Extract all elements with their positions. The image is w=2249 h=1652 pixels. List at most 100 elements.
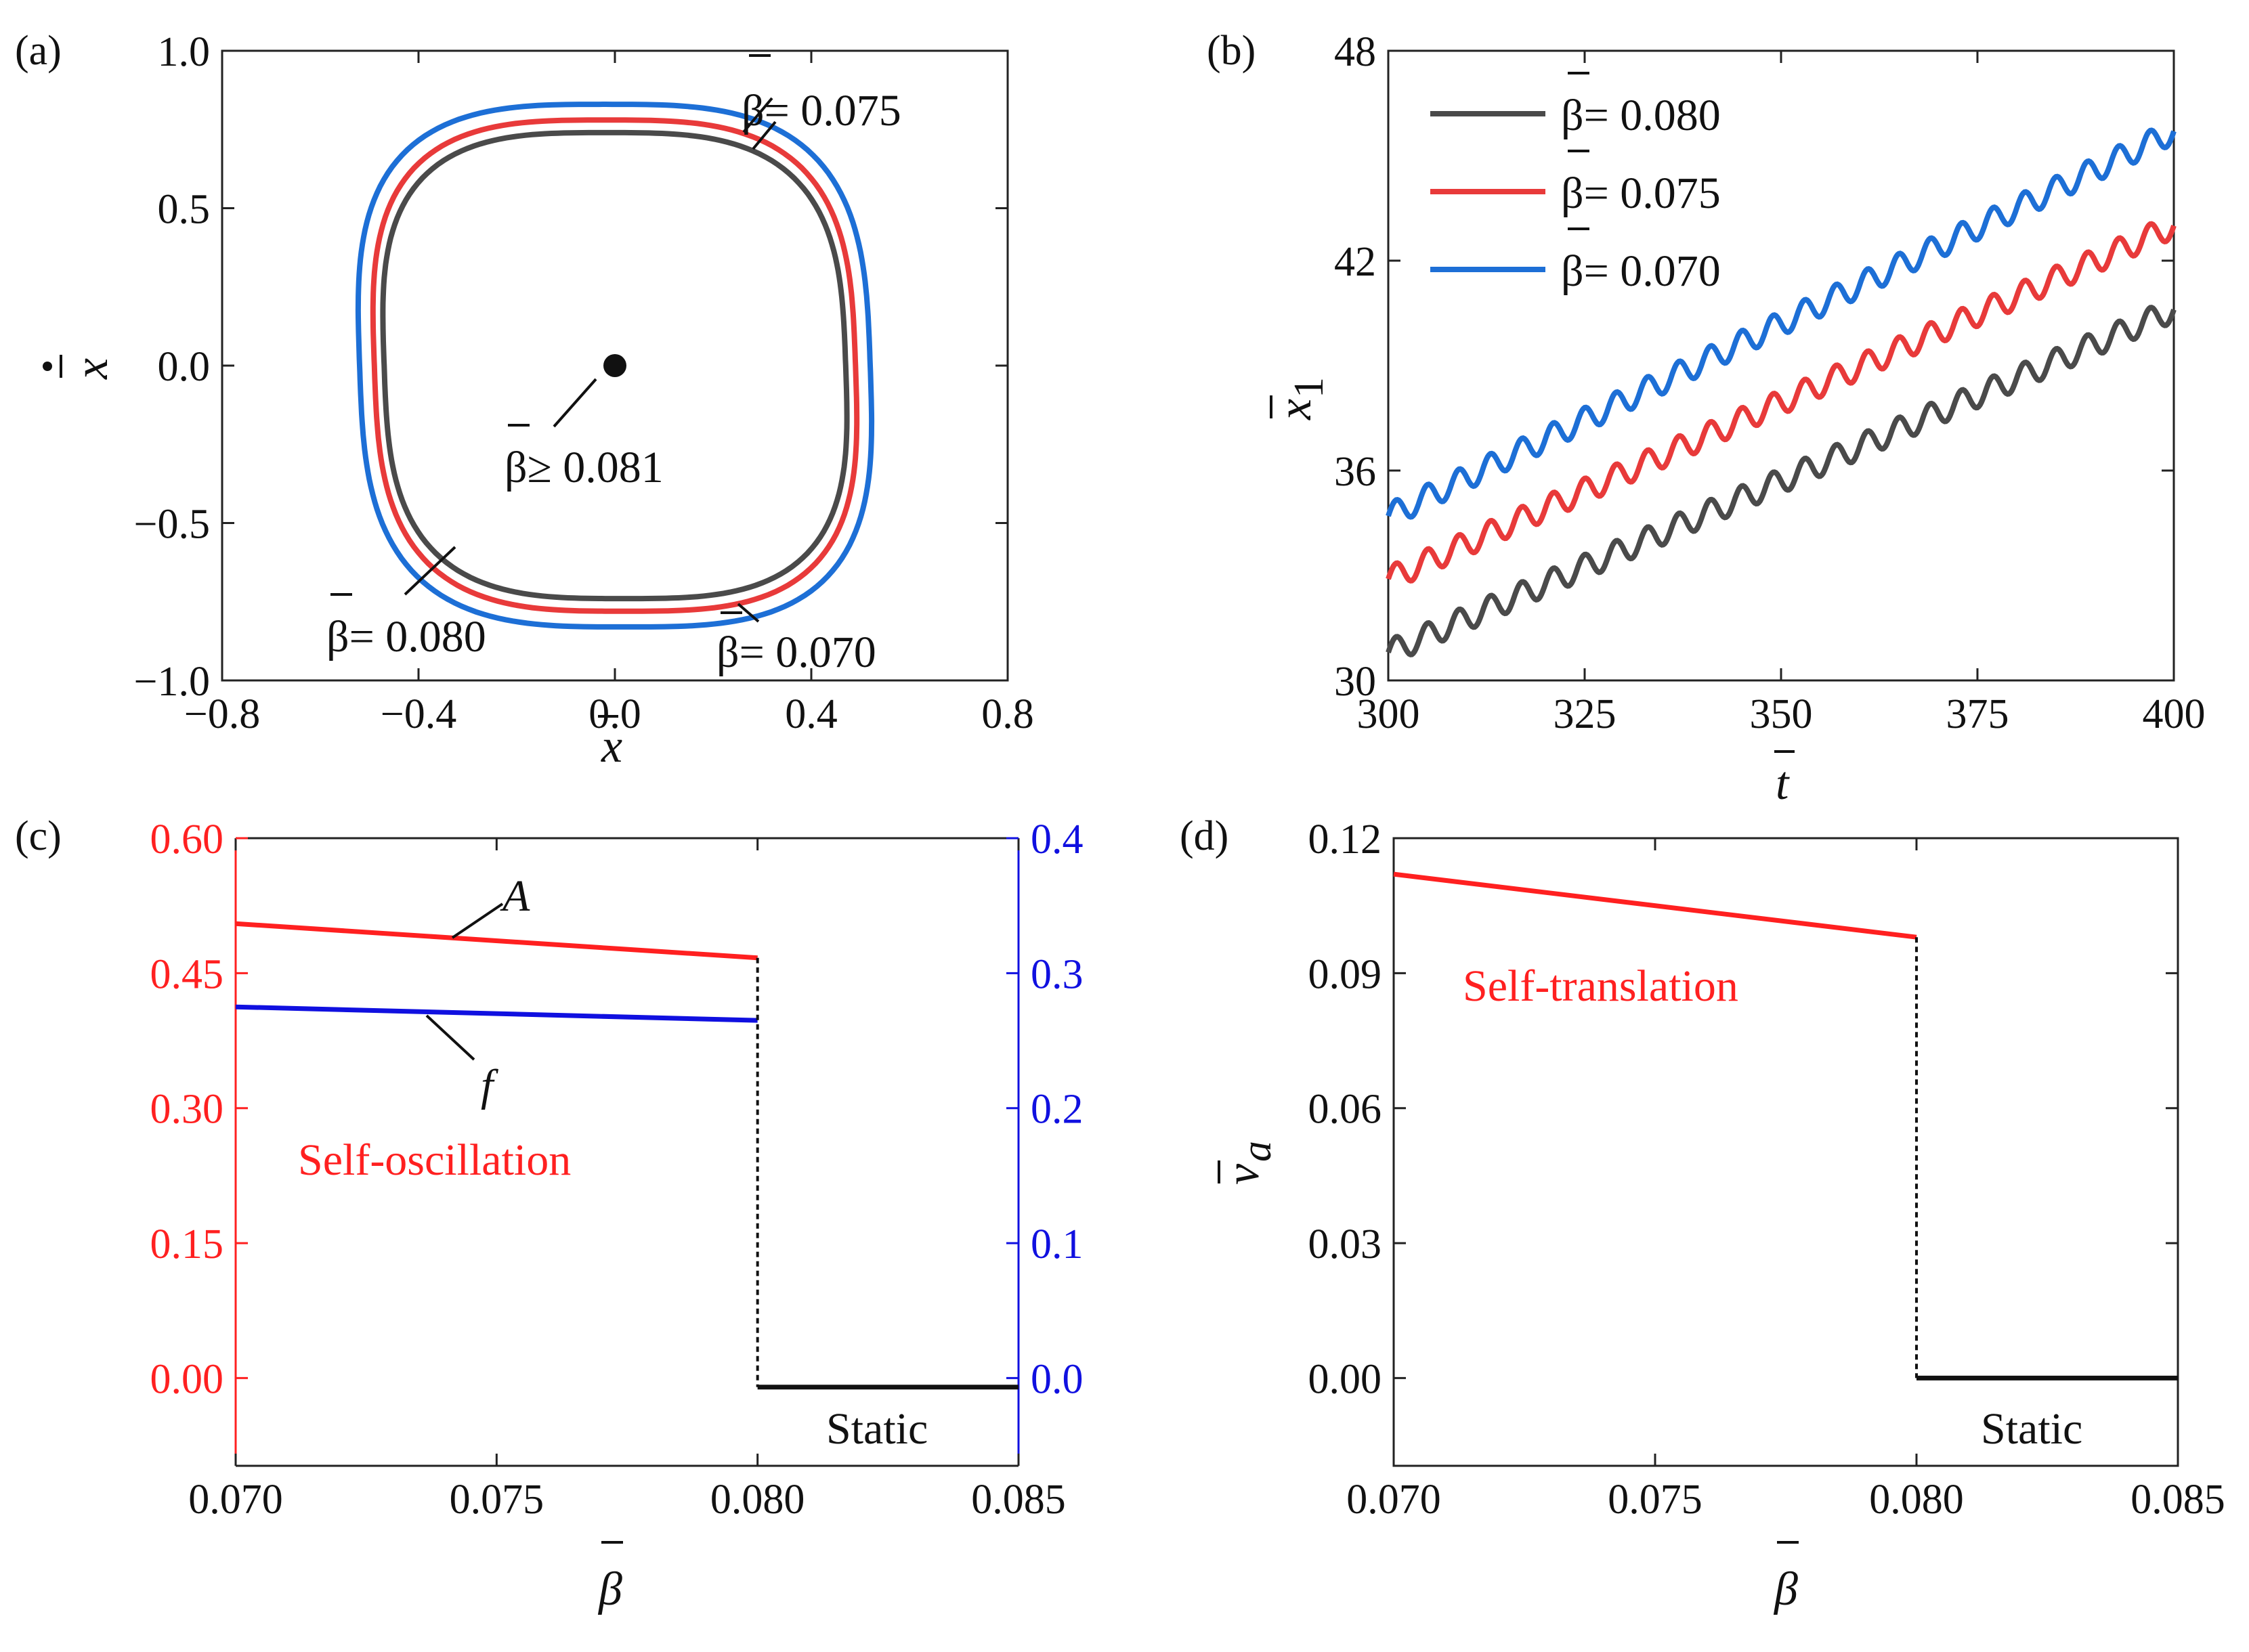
c-left-ytick-label-2: 0.30 (150, 1087, 224, 1133)
panel-b-xlabel: t (1774, 750, 1795, 810)
c-series-a (235, 921, 758, 961)
panel-c-xlabel-text: β (597, 1563, 622, 1615)
panel-d-xlabel: β (1773, 1541, 1799, 1615)
c-xtick-label-3: 0.085 (971, 1477, 1066, 1523)
panel-b-ylabel-text: x (1269, 399, 1321, 420)
d-ann-self-translation: Self-translation (1463, 961, 1738, 1011)
c-left-ytick-label-0: 0.00 (150, 1356, 224, 1402)
b-trajectory-2 (1386, 127, 2177, 520)
a-xtick-label-1: −0.4 (381, 691, 456, 737)
a-xtick-label-4: 0.8 (981, 691, 1034, 737)
a-ann-075-text: β= 0.075 (742, 86, 901, 135)
a-leader-075 (742, 97, 773, 133)
panel-b-legend: β= 0.080 β= 0.075 β= 0.070 (1430, 72, 1721, 296)
d-xtick-label-2: 0.080 (1869, 1477, 1964, 1523)
panel-d-axes-frame (1392, 837, 2179, 1467)
a-limit-cycle-2 (355, 101, 875, 630)
panel-c-series (235, 921, 1019, 1390)
c-series-f (235, 1004, 758, 1023)
a-annotation-075: β= 0.075 (742, 54, 901, 135)
panel-c-amplitude-frequency: (c) 0.070 0.075 0.080 0.085 0.00 0.15 0.30 0.45… (15, 813, 1084, 1615)
panel-d-xlabel-text: β (1773, 1563, 1798, 1615)
d-ytick-label-1: 0.03 (1308, 1221, 1382, 1267)
c-right-ytick-label-2: 0.2 (1031, 1087, 1084, 1133)
a-leader-075b (752, 121, 777, 150)
b-xtick-label-1: 325 (1554, 691, 1616, 737)
c-left-ytick-label-1: 0.15 (150, 1221, 224, 1267)
a-ytick-label-2: 0.0 (158, 344, 211, 390)
a-annotation-081: β≥ 0.081 (505, 424, 664, 492)
d-xtick-label-0: 0.070 (1346, 1477, 1441, 1523)
panel-d-ylabel-subscript: a (1234, 1141, 1280, 1162)
panel-a-xlabel: x (598, 715, 622, 773)
panel-a-phase-portrait: (a) −0.8 −0.4 0.0 0.4 0.8 −1.0 −0.5 0.0 0.5 1.0 x… (15, 28, 1034, 773)
panel-a-xlabel-text: x (601, 720, 622, 773)
panel-c-ticks (234, 837, 1020, 1466)
c-ann-f: f (481, 1061, 498, 1110)
a-ytick-label-3: 0.5 (158, 187, 211, 233)
b-trajectory-1 (1386, 221, 2177, 584)
a-leader-081 (553, 378, 597, 428)
panel-a-limit-cycles (355, 101, 875, 630)
legend-text-080: β= 0.080 (1561, 91, 1721, 140)
legend-text-070: β= 0.070 (1561, 246, 1721, 296)
d-ann-static: Static (1981, 1404, 2082, 1454)
panel-b-tick-labels: 300 325 350 375 400 30 36 42 48 (1334, 29, 2206, 737)
legend-item-070: β= 0.070 (1430, 227, 1721, 296)
panel-d-ticks (1392, 837, 2179, 1466)
d-xtick-label-1: 0.075 (1608, 1477, 1702, 1523)
d-ytick-label-4: 0.12 (1308, 817, 1382, 863)
c-xtick-label-2: 0.080 (710, 1477, 805, 1523)
b-xtick-label-3: 375 (1946, 691, 2009, 737)
c-left-ytick-label-3: 0.45 (150, 951, 224, 997)
a-ann-070-text: β= 0.070 (716, 628, 876, 677)
c-right-ytick-label-4: 0.4 (1031, 817, 1084, 863)
panel-b-xlabel-text: t (1776, 758, 1790, 810)
c-right-ytick-label-1: 0.1 (1031, 1221, 1084, 1267)
b-ytick-label-0: 30 (1334, 659, 1376, 705)
panel-b-axes-frame (1387, 49, 2175, 682)
c-xtick-label-0: 0.070 (188, 1477, 283, 1523)
b-trajectory-0 (1386, 305, 2177, 657)
legend-item-075: β= 0.075 (1430, 150, 1721, 218)
c-xtick-label-1: 0.075 (450, 1477, 544, 1523)
panel-b-trajectories (1386, 127, 2177, 657)
legend-item-080: β= 0.080 (1430, 72, 1721, 140)
d-ytick-label-3: 0.09 (1308, 951, 1382, 997)
panel-d-series (1393, 871, 2178, 1381)
panel-d-ylabel: v a (1217, 1141, 1280, 1185)
panel-a-label: (a) (15, 28, 62, 74)
c-ann-self-oscillation: Self-oscillation (298, 1135, 571, 1185)
d-xtick-label-3: 0.085 (2130, 1477, 2225, 1523)
c-left-ytick-label-4: 0.60 (150, 817, 224, 863)
panel-b-label: (b) (1207, 28, 1256, 74)
panel-b-ticks (1387, 49, 2175, 682)
panel-a-ylabel: x (43, 355, 118, 380)
panel-c-tick-labels: 0.070 0.075 0.080 0.085 0.00 0.15 0.30 0.45 0.60… (150, 817, 1084, 1523)
b-ytick-label-1: 36 (1334, 449, 1376, 495)
d-series-0 (1393, 871, 1917, 940)
b-xtick-label-0: 300 (1357, 691, 1420, 737)
c-leader-A (451, 903, 504, 939)
panel-b-ylabel: x 1 (1269, 377, 1332, 420)
panel-d-velocity: (d) 0.070 0.075 0.080 0.085 0.00 0.03 0.06 0.09… (1180, 813, 2225, 1615)
a-annotation-080: β= 0.080 (326, 593, 486, 661)
panel-c-label: (c) (15, 813, 62, 859)
a-xtick-label-3: 0.4 (785, 691, 838, 737)
a-xtick-label-0: −0.8 (184, 691, 260, 737)
b-xtick-label-4: 400 (2143, 691, 2206, 737)
panel-d-tick-labels: 0.070 0.075 0.080 0.085 0.00 0.03 0.06 0.09 0.12 (1308, 817, 2225, 1523)
a-ytick-label-0: −1.0 (134, 659, 210, 705)
c-right-ytick-label-0: 0.0 (1031, 1356, 1084, 1402)
a-annotation-070: β= 0.070 (716, 611, 876, 677)
a-limit-cycle-1 (370, 117, 860, 614)
a-xtick-label-2: 0.0 (588, 691, 641, 737)
c-ann-A: A (500, 871, 530, 921)
panel-d-ylabel-text: v (1217, 1163, 1269, 1185)
c-right-ytick-label-3: 0.3 (1031, 951, 1084, 997)
panel-a-tick-labels: −0.8 −0.4 0.0 0.4 0.8 −1.0 −0.5 0.0 0.5 1.0 (134, 29, 1034, 737)
a-ytick-label-1: −0.5 (134, 502, 210, 548)
d-ytick-label-2: 0.06 (1308, 1087, 1382, 1133)
panel-b-displacement-time: (b) 300 325 350 375 400 30 36 42 48 t x 1 β= 0.0… (1207, 28, 2206, 810)
